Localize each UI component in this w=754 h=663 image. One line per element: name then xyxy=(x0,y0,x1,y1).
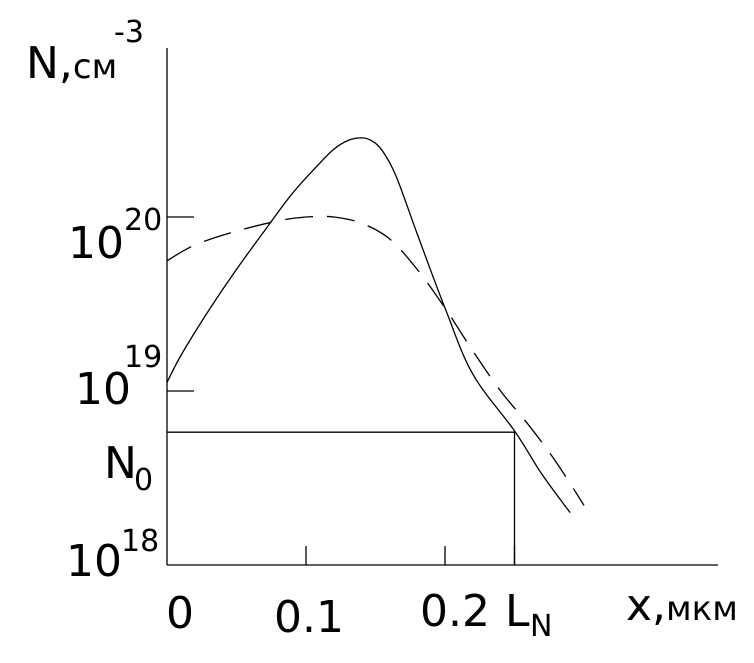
y-axis-unit: см xyxy=(73,47,117,87)
x-axis-title: x,мкм xyxy=(626,580,738,631)
y-tick-label-1e20-exp: 20 xyxy=(124,203,162,238)
series-solid-line xyxy=(166,137,571,513)
ln-label-main: L xyxy=(505,586,530,637)
n0-label-main: N xyxy=(104,438,137,489)
x-tick-label-0-2: 0.2 xyxy=(420,586,490,637)
x-axis-unit: мкм xyxy=(666,589,738,629)
series-dashed-line xyxy=(166,215,585,506)
reference-n0-ln-box xyxy=(167,431,516,565)
n0-label-sub: 0 xyxy=(134,463,153,498)
y-axis-unit-exponent: -3 xyxy=(114,15,144,50)
y-tick-label-1e18-exp: 18 xyxy=(121,524,159,559)
y-axis-name: N, xyxy=(26,38,73,89)
y-tick-label-1e19-base: 10 xyxy=(75,364,131,415)
y-tick-label-1e18-base: 10 xyxy=(66,536,122,587)
ticks xyxy=(167,216,516,565)
x-axis-name: x, xyxy=(626,580,666,631)
x-tick-label-0-1: 0.1 xyxy=(274,592,344,643)
y-tick-label-1e19-exp: 19 xyxy=(124,340,162,375)
y-axis-title: N,см xyxy=(26,38,117,89)
y-tick-label-1e20-base: 10 xyxy=(68,218,124,269)
x-tick-label-0: 0 xyxy=(166,588,194,639)
ln-label-sub: N xyxy=(530,609,552,644)
